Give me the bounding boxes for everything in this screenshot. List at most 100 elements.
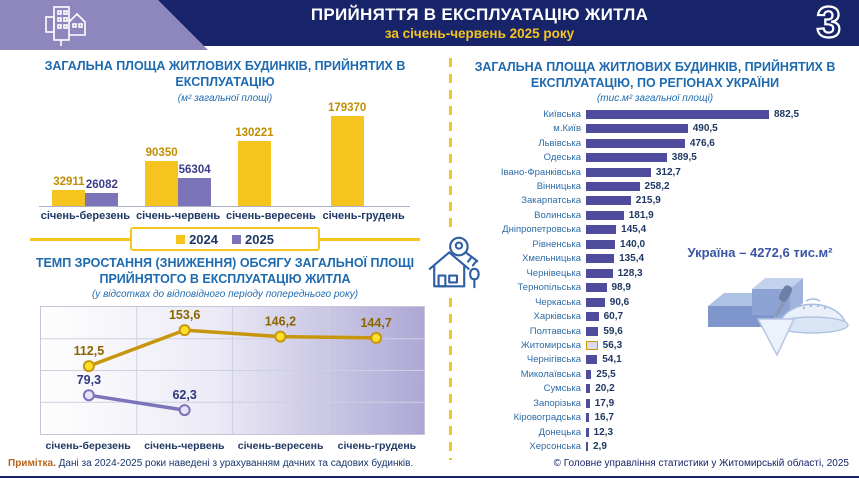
- bar-category-label: січень-червень: [136, 210, 221, 222]
- construction-illustration: [700, 262, 850, 362]
- region-bar-normal: [586, 225, 617, 235]
- region-row: Хмельницька 135,4: [455, 252, 855, 266]
- region-name: Кіровоградська: [513, 412, 581, 424]
- line-chart-categories: січень-березень січень-червень січень-вере…: [40, 440, 425, 452]
- region-row: Сумська 20,2: [455, 382, 855, 396]
- bar-value-label: 56304: [178, 164, 211, 176]
- region-name: Івано-Франківська: [500, 166, 581, 178]
- region-row: Закарпатська 215,9: [455, 194, 855, 208]
- region-row: м.Київ 490,5: [455, 121, 855, 135]
- region-bar-normal: [586, 427, 589, 437]
- region-row: Київська 882,5: [455, 107, 855, 121]
- region-bar-normal: [586, 398, 590, 408]
- region-row: Миколаївська 25,5: [455, 367, 855, 381]
- region-name: Харківська: [533, 311, 581, 323]
- region-row: Харківська 60,7: [455, 309, 855, 323]
- bar-2024-січень-червень: [145, 161, 179, 206]
- region-value: 145,4: [621, 224, 647, 236]
- legend: 2024 2025: [30, 227, 420, 251]
- region-value: 12,3: [593, 426, 614, 438]
- region-name: Донецька: [538, 426, 581, 438]
- line-category-label: січень-червень: [144, 440, 225, 452]
- region-bar-normal: [586, 268, 613, 278]
- region-row: Черкаська 90,6: [455, 295, 855, 309]
- region-row: Тернопільська 98,9: [455, 280, 855, 294]
- region-value: 312,7: [655, 166, 681, 178]
- region-row: Херсонська 2,9: [455, 439, 855, 453]
- region-name: Львівська: [538, 137, 581, 149]
- region-row: Кіровоградська 16,7: [455, 411, 855, 425]
- region-value: 476,6: [689, 137, 715, 149]
- line-value-label: 62,3: [172, 388, 196, 402]
- region-row: Житомирська 56,3: [455, 338, 855, 352]
- bar-2025-січень-червень: [178, 178, 212, 206]
- region-value: 215,9: [635, 195, 661, 207]
- region-name: Херсонська: [529, 441, 581, 453]
- region-name: Черкаська: [535, 296, 581, 308]
- region-bar-normal: [586, 153, 667, 163]
- region-bar-normal: [586, 254, 615, 264]
- bar-2024-січень-грудень: [330, 116, 364, 206]
- region-name: Волинська: [534, 209, 581, 221]
- bar-value-label: 32911: [53, 176, 85, 188]
- region-bar-normal: [586, 369, 592, 379]
- region-value: 135,4: [619, 253, 645, 265]
- line-value-label: 112,5: [74, 344, 105, 358]
- region-value: 90,6: [609, 296, 630, 308]
- region-name: Чернівецька: [526, 267, 581, 279]
- region-value: 60,7: [603, 311, 624, 323]
- line-marker-2024: [178, 324, 191, 337]
- region-row: Івано-Франківська 312,7: [455, 165, 855, 179]
- house-key-icon: [424, 231, 488, 297]
- page-title: ПРИЙНЯТТЯ В ЕКСПЛУАТАЦІЮ ЖИТЛА: [310, 5, 649, 24]
- bar-chart-categories: січень-березень січень-червень січень-вере…: [39, 210, 410, 222]
- region-name: Дніпропетровська: [502, 224, 581, 236]
- region-bar-normal: [586, 413, 590, 423]
- region-row: Донецька 12,3: [455, 425, 855, 439]
- legend-swatch-2024: [176, 234, 186, 244]
- bar-chart-title: ЗАГАЛЬНА ПЛОЩА ЖИТЛОВИХ БУДИНКІВ, ПРИЙНЯ…: [44, 59, 406, 89]
- footnote-label: Примітка.: [8, 458, 56, 469]
- region-name: Вінницька: [536, 180, 581, 192]
- region-name: Одеська: [543, 152, 581, 164]
- bar-chart-plot: 32911 26082 90350 56304 130221 179370: [39, 102, 410, 207]
- region-value: 54,1: [602, 354, 622, 366]
- copyright: © Головне управління статистики у Житоми…: [553, 458, 849, 469]
- legend-item-2025: 2025: [232, 232, 274, 247]
- legend-label-2024: 2024: [189, 231, 218, 247]
- region-value: 16,7: [594, 412, 614, 424]
- region-bar-normal: [586, 167, 651, 177]
- legend-swatch-2025: [232, 234, 241, 244]
- line-marker-2024: [370, 331, 383, 344]
- line-series-2024: [88, 328, 377, 368]
- region-name: Київська: [543, 108, 581, 120]
- bar-chart-subtitle: (м² загальної площі): [177, 93, 273, 104]
- line-value-label: 79,3: [77, 373, 101, 387]
- legend-label-2025: 2025: [245, 231, 274, 247]
- region-value: 128,3: [617, 267, 643, 279]
- line-marker-2024: [274, 330, 287, 343]
- region-row: Одеська 389,5: [455, 150, 855, 164]
- region-value: 140,0: [620, 238, 646, 250]
- region-bar-normal: [586, 283, 607, 293]
- line-value-label: 146,2: [265, 315, 296, 329]
- region-name: Чернігівська: [526, 354, 581, 366]
- line-chart-title: ТЕМП ЗРОСТАННЯ (ЗНИЖЕННЯ) ОБСЯГУ ЗАГАЛЬН…: [35, 256, 415, 286]
- footnote: Примітка. Дані за 2024-2025 роки наведен…: [8, 458, 413, 469]
- region-row: Дніпропетровська 145,4: [455, 223, 855, 237]
- region-value: 25,5: [596, 368, 616, 380]
- region-name: Сумська: [543, 383, 581, 395]
- page-number: 3: [815, 0, 842, 48]
- line-value-label: 153,6: [169, 308, 200, 322]
- region-value: 258,2: [644, 180, 670, 192]
- region-name: Закарпатська: [521, 195, 581, 207]
- region-row: Львівська 476,6: [455, 136, 855, 150]
- region-row: Чернівецька 128,3: [455, 266, 855, 280]
- bar-value-label: 130221: [235, 127, 274, 139]
- region-bar-normal: [586, 210, 624, 220]
- region-chart-title: ЗАГАЛЬНА ПЛОЩА ЖИТЛОВИХ БУДИНКІВ, ПРИЙНЯ…: [474, 60, 836, 90]
- region-bar-normal: [586, 442, 588, 452]
- region-name: Миколаївська: [520, 368, 581, 380]
- bar-value-label: 90350: [145, 147, 178, 159]
